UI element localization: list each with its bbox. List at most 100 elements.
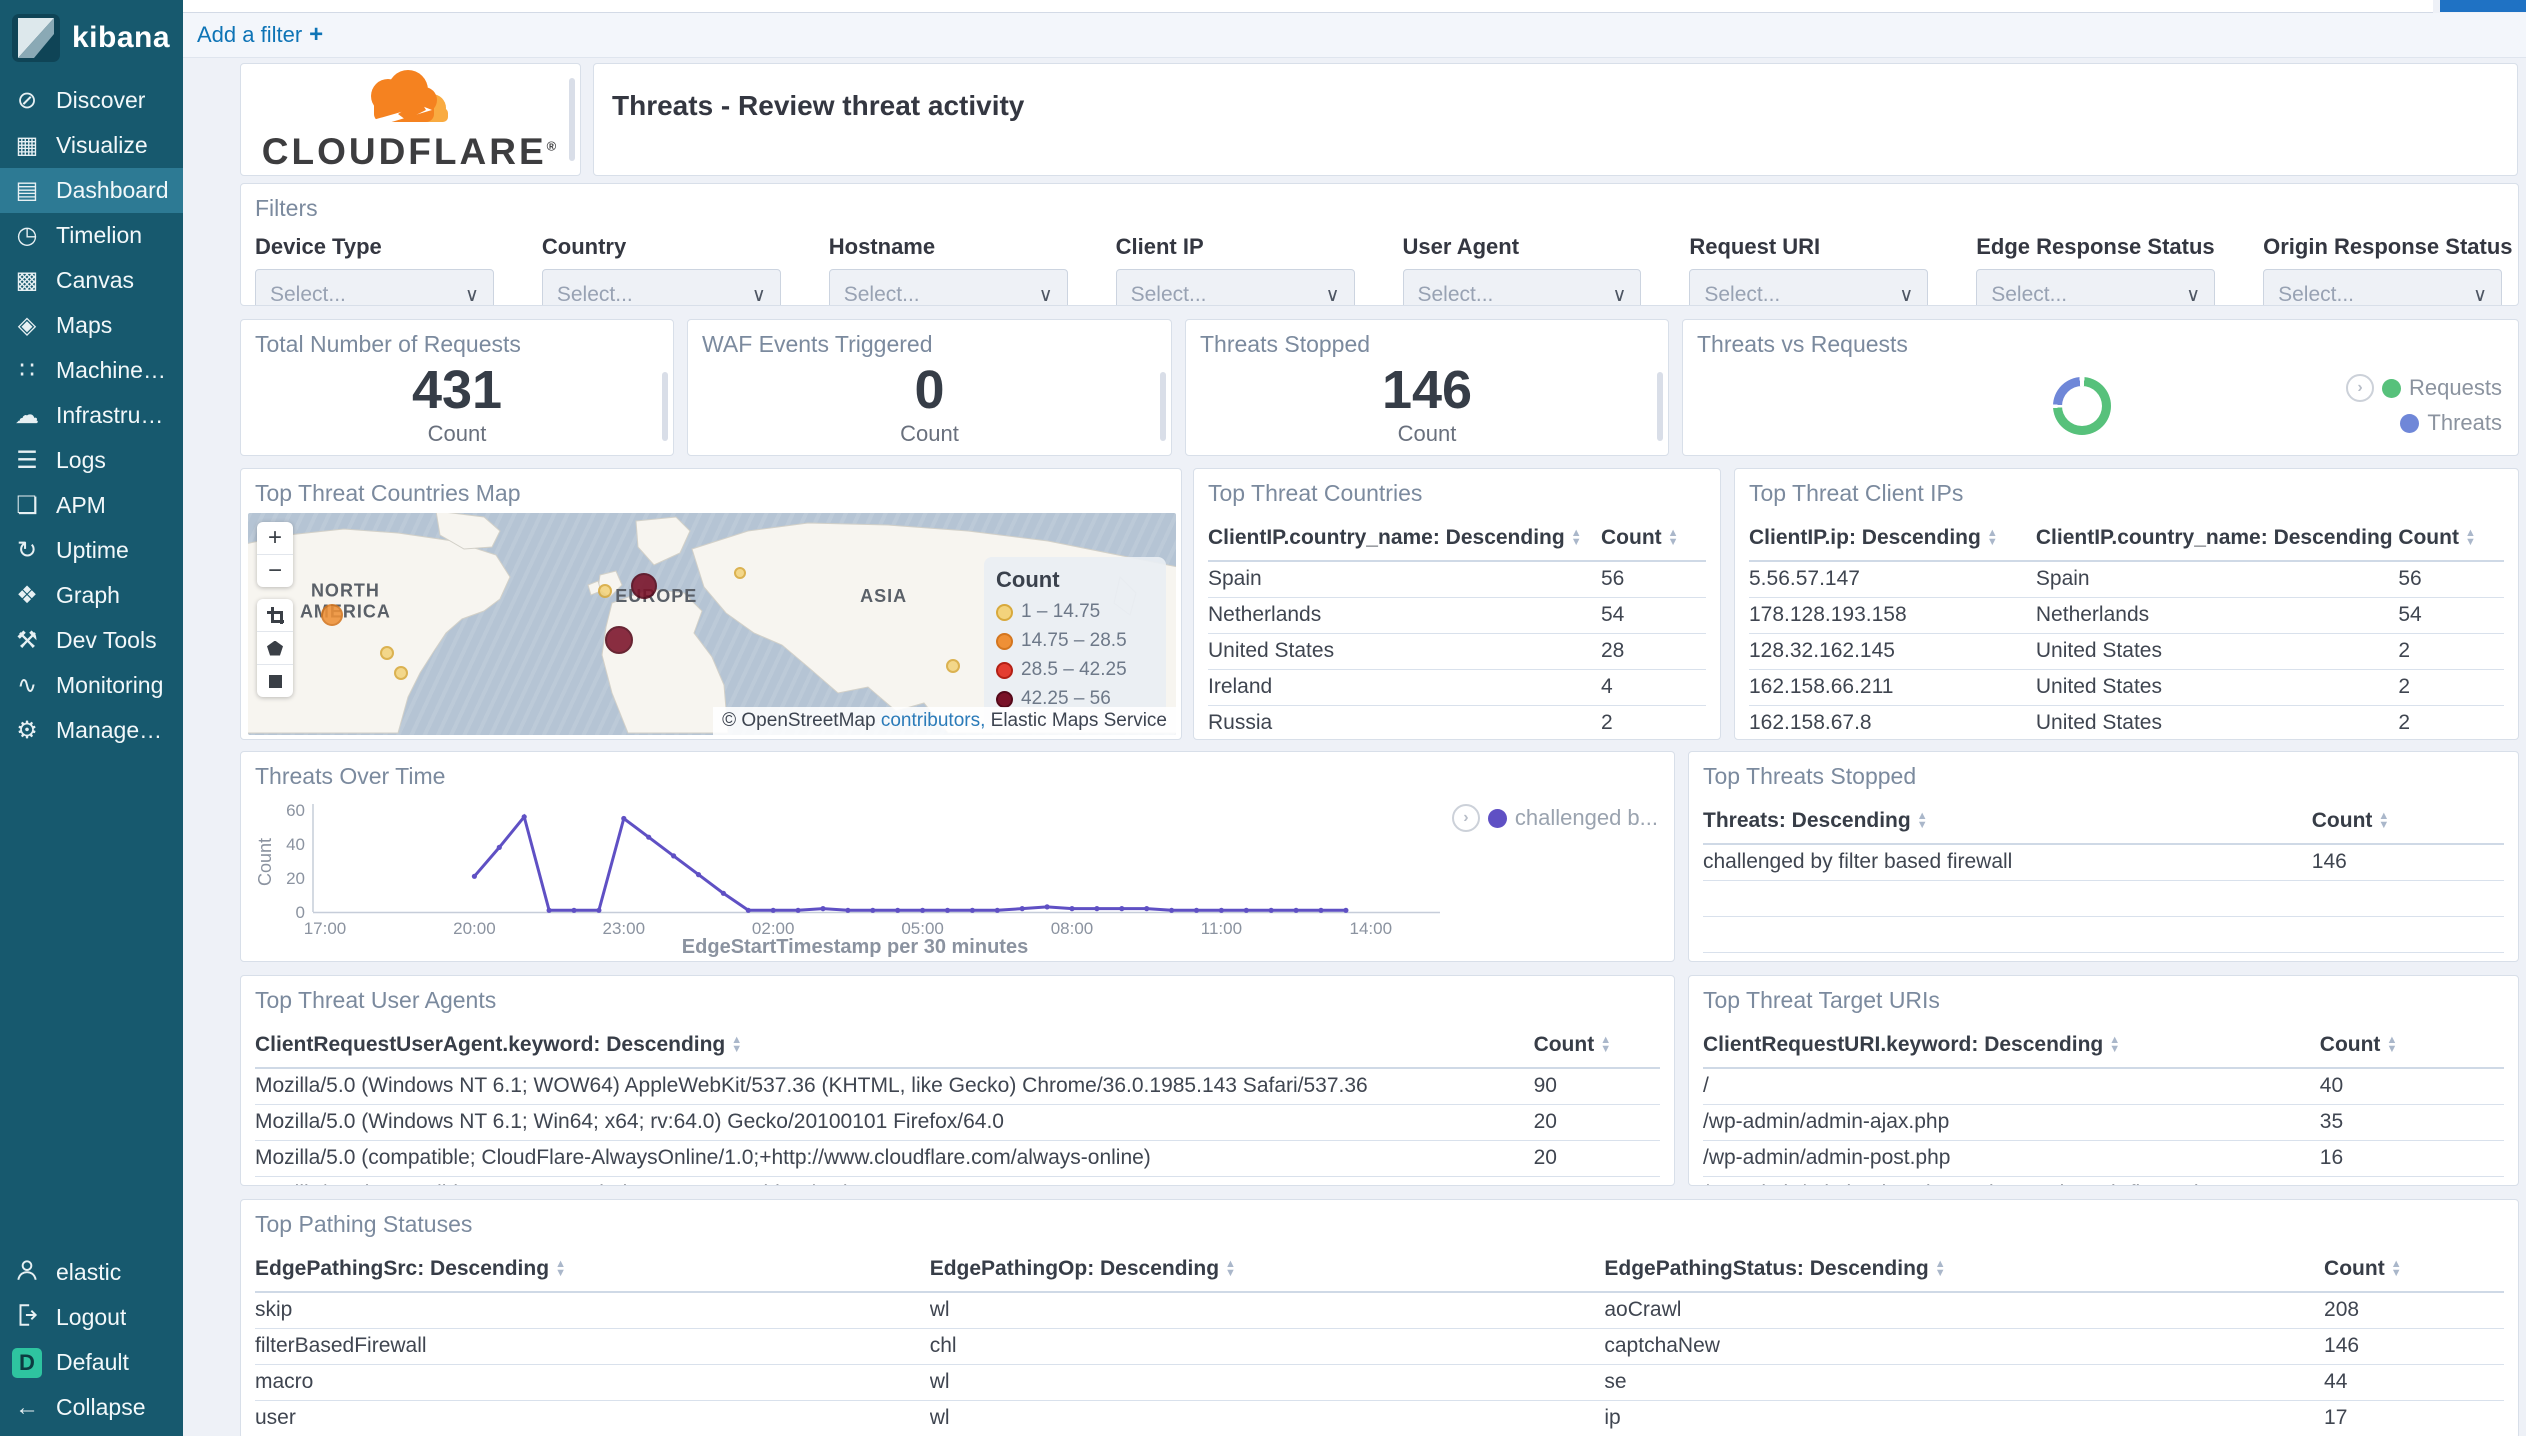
sidebar-item-dev-tools[interactable]: ⚒ Dev Tools [0, 618, 183, 663]
sidebar-item-label: Canvas [56, 267, 134, 293]
metric-value: 431 [411, 360, 503, 421]
select-hostname[interactable]: Select... ∨ [828, 269, 1068, 305]
column-header-label: Count [1601, 526, 1662, 549]
panel-scrollbar[interactable] [662, 372, 668, 441]
filter-bar: Add a filter + [183, 13, 2526, 58]
filter-label: Edge Response Status [1976, 234, 2215, 259]
select-request-uri[interactable]: Select... ∨ [1689, 269, 1929, 305]
select-client-ip[interactable]: Select... ∨ [1115, 269, 1355, 305]
map-legend-row: 28.5 – 42.25 [996, 659, 1154, 681]
graph-icon: ❖ [16, 581, 38, 609]
sidebar-item-default[interactable]: D Default [0, 1340, 183, 1385]
sidebar-item-elastic[interactable]: elastic [0, 1250, 183, 1295]
sidebar-item-discover[interactable]: ⊘ Discover [0, 78, 183, 123]
zoom-out-button[interactable]: − [267, 557, 282, 584]
table-cell: 17 [2324, 1400, 2504, 1436]
select-country[interactable]: Select... ∨ [541, 269, 781, 305]
table-cell: se [1604, 1364, 2325, 1401]
svg-text:02:00: 02:00 [752, 919, 795, 938]
zoom-in-button[interactable]: + [257, 522, 293, 555]
filter-label: Client IP [1115, 234, 1204, 259]
table-cell: 128.32.162.145 [1749, 633, 2036, 670]
sidebar-item-label: Dashboard [56, 177, 169, 203]
add-filter-label: Add a filter [197, 22, 303, 47]
select-edge-response-status[interactable]: Select... ∨ [1976, 269, 2216, 306]
rectangle-tool-button[interactable] [257, 665, 293, 697]
legend-item-threats[interactable]: Threats [2400, 410, 2502, 436]
column-header-count[interactable]: Count ▲ ▼ [1601, 517, 1706, 562]
cloudflare-wordmark: CLOUDFLARE® [261, 130, 560, 172]
threat-dot-russia [733, 566, 746, 579]
table-cell: wl [929, 1400, 1605, 1436]
sort-icon: ▲ ▼ [2464, 527, 2476, 549]
column-header-edgepathingop-descending[interactable]: EdgePathingOp: Descending ▲ ▼ [929, 1248, 1605, 1293]
select-origin-response-status[interactable]: Select... ∨ [2263, 269, 2502, 305]
sidebar-item-dashboard[interactable]: ▤ Dashboard [0, 168, 183, 213]
column-header-clientrequestuseragent-keyword-descending[interactable]: ClientRequestUserAgent.keyword: Descendi… [255, 1024, 1534, 1069]
sidebar-item-graph[interactable]: ❖ Graph [0, 573, 183, 618]
table-cell: 54 [1601, 597, 1706, 634]
table-cell [2311, 880, 2504, 917]
sidebar-item-collapse[interactable]: ← Collapse [0, 1385, 183, 1430]
column-header-count[interactable]: Count ▲ ▼ [2324, 1248, 2504, 1293]
dev-tools-icon: ⚒ [16, 626, 38, 654]
sidebar-item-maps[interactable]: ◈ Maps [0, 303, 183, 348]
sidebar-item-apm[interactable]: ❏ APM [0, 483, 183, 528]
sidebar-item-visualize[interactable]: ▦ Visualize [0, 123, 183, 168]
column-header-label: Count [2324, 1257, 2385, 1280]
sidebar-item-label: Monitoring [56, 672, 164, 698]
table-cell: 20 [1533, 1104, 1660, 1141]
table-cell: 208 [2324, 1292, 2504, 1329]
add-filter-button[interactable]: Add a filter + [197, 21, 323, 49]
donut-chart[interactable] [2053, 376, 2111, 435]
series-legend-label[interactable]: challenged b... [1514, 805, 1658, 830]
threats-over-time-title: Threats Over Time [255, 763, 446, 789]
column-header-count[interactable]: Count ▲ ▼ [2311, 800, 2504, 845]
table-cell: 44 [2324, 1364, 2504, 1401]
legend-expand-icon[interactable]: › [2346, 374, 2375, 402]
polygon-tool-button[interactable] [257, 632, 293, 665]
select-placeholder: Select... [1991, 283, 2068, 306]
map-canvas[interactable]: NORTH AMERICA EUROPE ASIA + − Count 1 – 14… [248, 513, 1176, 735]
column-header-threats-descending[interactable]: Threats: Descending ▲ ▼ [1703, 800, 2312, 845]
select-device-type[interactable]: Select... ∨ [255, 269, 494, 305]
sidebar-item-uptime[interactable]: ↻ Uptime [0, 528, 183, 573]
column-header-count[interactable]: Count ▲ ▼ [2319, 1024, 2504, 1069]
panel-scrollbar[interactable] [1160, 372, 1166, 441]
panel-cloudflare-logo: CLOUDFLARE® [240, 63, 581, 176]
panel-scrollbar[interactable] [1657, 372, 1663, 441]
sidebar-item-infrastructure[interactable]: ☁ Infrastructure [0, 393, 183, 438]
column-header-clientip-country-name-descending[interactable]: ClientIP.country_name: Descending▲▼ [1208, 517, 1601, 562]
sidebar-item-canvas[interactable]: ▩ Canvas [0, 258, 183, 303]
table-row: 162.158.66.211 United States 2 [1749, 669, 2504, 706]
legend-expand-icon[interactable]: › [1451, 804, 1480, 832]
sidebar-item-logout[interactable]: Logout [0, 1295, 183, 1340]
column-header-edgepathingsrc-descending[interactable]: EdgePathingSrc: Descending ▲ ▼ [255, 1248, 930, 1293]
sidebar-item-machine-le[interactable]: ∷ Machine Le... [0, 348, 183, 393]
chevron-down-icon: ∨ [2186, 284, 2201, 306]
legend-item-requests[interactable]: › Requests [2346, 374, 2502, 402]
filter-client-ip: Client IP Select... ∨ [1115, 234, 1355, 305]
table-cell: 20 [1533, 1140, 1660, 1177]
select-user-agent[interactable]: Select... ∨ [1402, 269, 1642, 305]
crop-tool-button[interactable] [257, 599, 293, 632]
column-header-clientrequesturi-keyword-descending[interactable]: ClientRequestURI.keyword: Descending ▲ ▼ [1703, 1024, 2320, 1069]
column-header-count[interactable]: Count ▲ ▼ [2398, 517, 2504, 562]
sidebar-item-monitoring[interactable]: ∿ Monitoring [0, 663, 183, 708]
kibana-logo[interactable]: kibana [0, 0, 183, 78]
column-header-clientip-country-name-descending[interactable]: ClientIP.country_name: Descending▲▼ [2035, 517, 2399, 562]
column-header-edgepathingstatus-descending[interactable]: EdgePathingStatus: Descending ▲ ▼ [1604, 1248, 2325, 1293]
sidebar-item-timelion[interactable]: ◷ Timelion [0, 213, 183, 258]
legend-color-dot [2382, 378, 2402, 398]
update-button-fragment[interactable] [2440, 0, 2526, 12]
column-header-count[interactable]: Count ▲ ▼ [1533, 1024, 1660, 1069]
sidebar-item-logs[interactable]: ☰ Logs [0, 438, 183, 483]
panel-top-threat-target-uris: Top Threat Target URIs ClientRequestURI.k… [1688, 975, 2519, 1186]
sidebar-item-management[interactable]: ⚙ Management [0, 708, 183, 753]
attribution-link[interactable]: contributors, [880, 710, 986, 731]
table-cell: /wp-admin/admin-ajax.php?action=update-z… [1703, 1176, 2320, 1185]
panel-scrollbar[interactable] [569, 78, 575, 161]
table-row: skip wl aoCrawl 208 [255, 1292, 2504, 1329]
table-panel-title: Top Pathing Statuses [255, 1211, 473, 1237]
column-header-clientip-ip-descending[interactable]: ClientIP.ip: Descending ▲ ▼ [1749, 517, 2036, 562]
